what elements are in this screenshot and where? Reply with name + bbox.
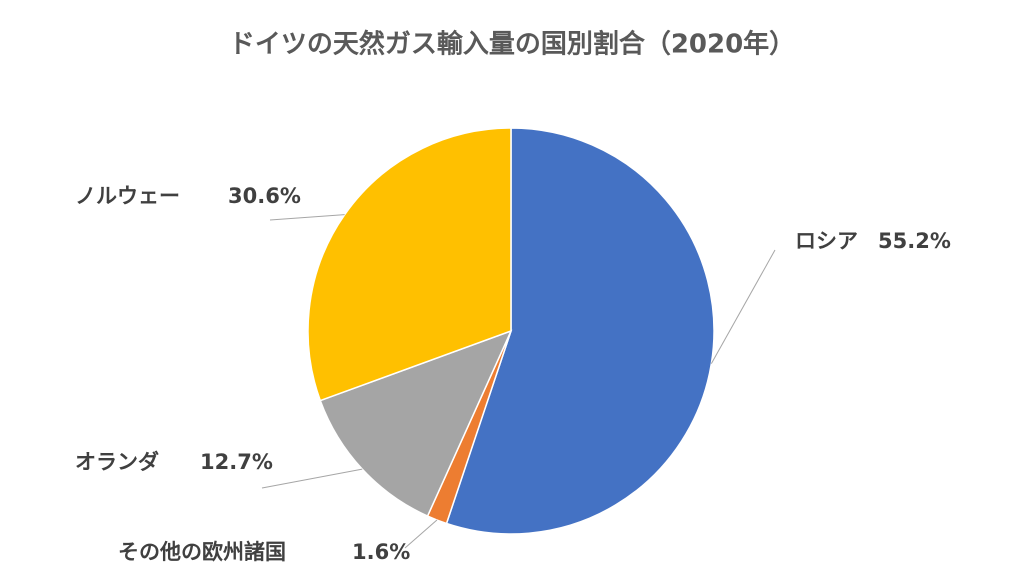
category-label: その他の欧州諸国: [118, 540, 286, 564]
pie-slice: [319, 329, 513, 518]
category-label: ノルウェー: [75, 184, 180, 208]
chart-title: ドイツの天然ガス輸入量の国別割合（2020年）: [229, 29, 795, 60]
leader-line: [261, 468, 363, 489]
value-label: 30.6%: [228, 184, 301, 208]
leader-line: [269, 214, 345, 221]
value-label: 55.2%: [878, 229, 951, 253]
category-label: ロシア: [795, 229, 858, 253]
pie-slice: [445, 127, 715, 535]
value-label: 1.6%: [352, 540, 410, 564]
value-label: 12.7%: [200, 450, 273, 474]
category-label: オランダ: [75, 450, 159, 474]
leader-line: [710, 249, 776, 364]
pie-slice: [307, 127, 512, 402]
leader-line: [404, 519, 438, 549]
